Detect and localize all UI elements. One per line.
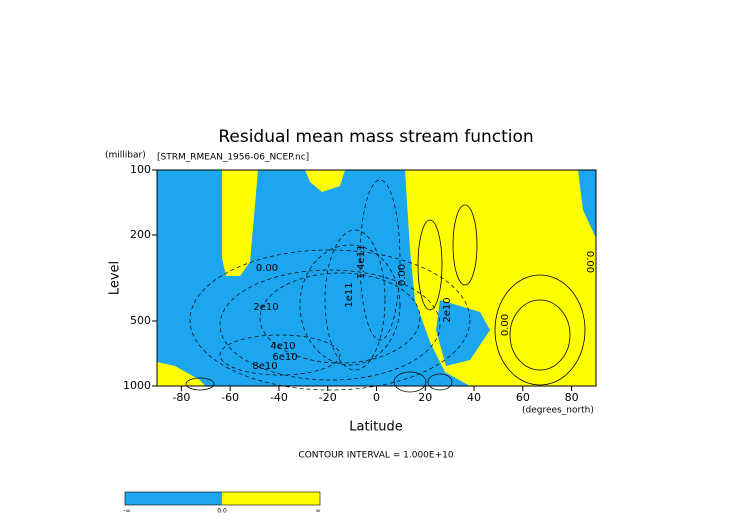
x-tick-label: 0 bbox=[373, 391, 380, 404]
y-tick-label: 100 bbox=[130, 163, 151, 176]
colorbar-positive bbox=[222, 492, 320, 505]
x-tick-label: 60 bbox=[516, 391, 530, 404]
subtitle: [STRM_RMEAN_1956-06_NCEP.nc] bbox=[157, 153, 309, 163]
y-axis-label: Level bbox=[108, 261, 123, 295]
y-tick-label: 500 bbox=[130, 314, 151, 327]
y-tick-label: 200 bbox=[130, 228, 151, 241]
x-tick-label: -60 bbox=[221, 391, 239, 404]
x-tick-label: 80 bbox=[565, 391, 579, 404]
y-units: (millibar) bbox=[105, 151, 146, 161]
x-tick-label: -80 bbox=[172, 391, 190, 404]
contour-label: 0.00 bbox=[584, 251, 595, 273]
colorbar-negative bbox=[125, 492, 222, 505]
colorbar-frame bbox=[124, 491, 321, 506]
contour-label: 8e10 bbox=[252, 361, 277, 372]
contour-label: 0.00 bbox=[397, 264, 408, 286]
positive-region bbox=[305, 170, 345, 192]
x-tick-label: -40 bbox=[270, 391, 288, 404]
footer: CONTOUR INTERVAL = 1.000E+10 bbox=[298, 451, 453, 461]
colorbar-label: 0.0 bbox=[217, 508, 227, 515]
x-units: (degrees_north) bbox=[522, 406, 594, 416]
contour-label: 4e10 bbox=[270, 341, 295, 352]
positive-region bbox=[157, 362, 205, 386]
chart-title: Residual mean mass stream function bbox=[218, 127, 533, 147]
positive-region bbox=[222, 170, 258, 276]
contour-label: 1.4e11 bbox=[356, 245, 367, 280]
contour-label: 1e11 bbox=[344, 282, 355, 307]
x-tick-label: 40 bbox=[467, 391, 481, 404]
colorbar-label: -∞ bbox=[123, 508, 130, 515]
x-tick-label: -20 bbox=[319, 391, 337, 404]
contour-label: 6e10 bbox=[272, 352, 297, 363]
y-tick-label: 1000 bbox=[123, 379, 151, 392]
x-tick-label: 20 bbox=[418, 391, 432, 404]
contour-label: 0.00 bbox=[500, 314, 511, 336]
negative-region bbox=[436, 300, 490, 366]
x-axis-label: Latitude bbox=[349, 420, 403, 435]
colorbar-label: ∞ bbox=[316, 508, 321, 515]
contour-label: 0.00 bbox=[256, 263, 278, 274]
contour-label: 2e10 bbox=[442, 297, 453, 322]
contour-label: 2e10 bbox=[253, 302, 278, 313]
